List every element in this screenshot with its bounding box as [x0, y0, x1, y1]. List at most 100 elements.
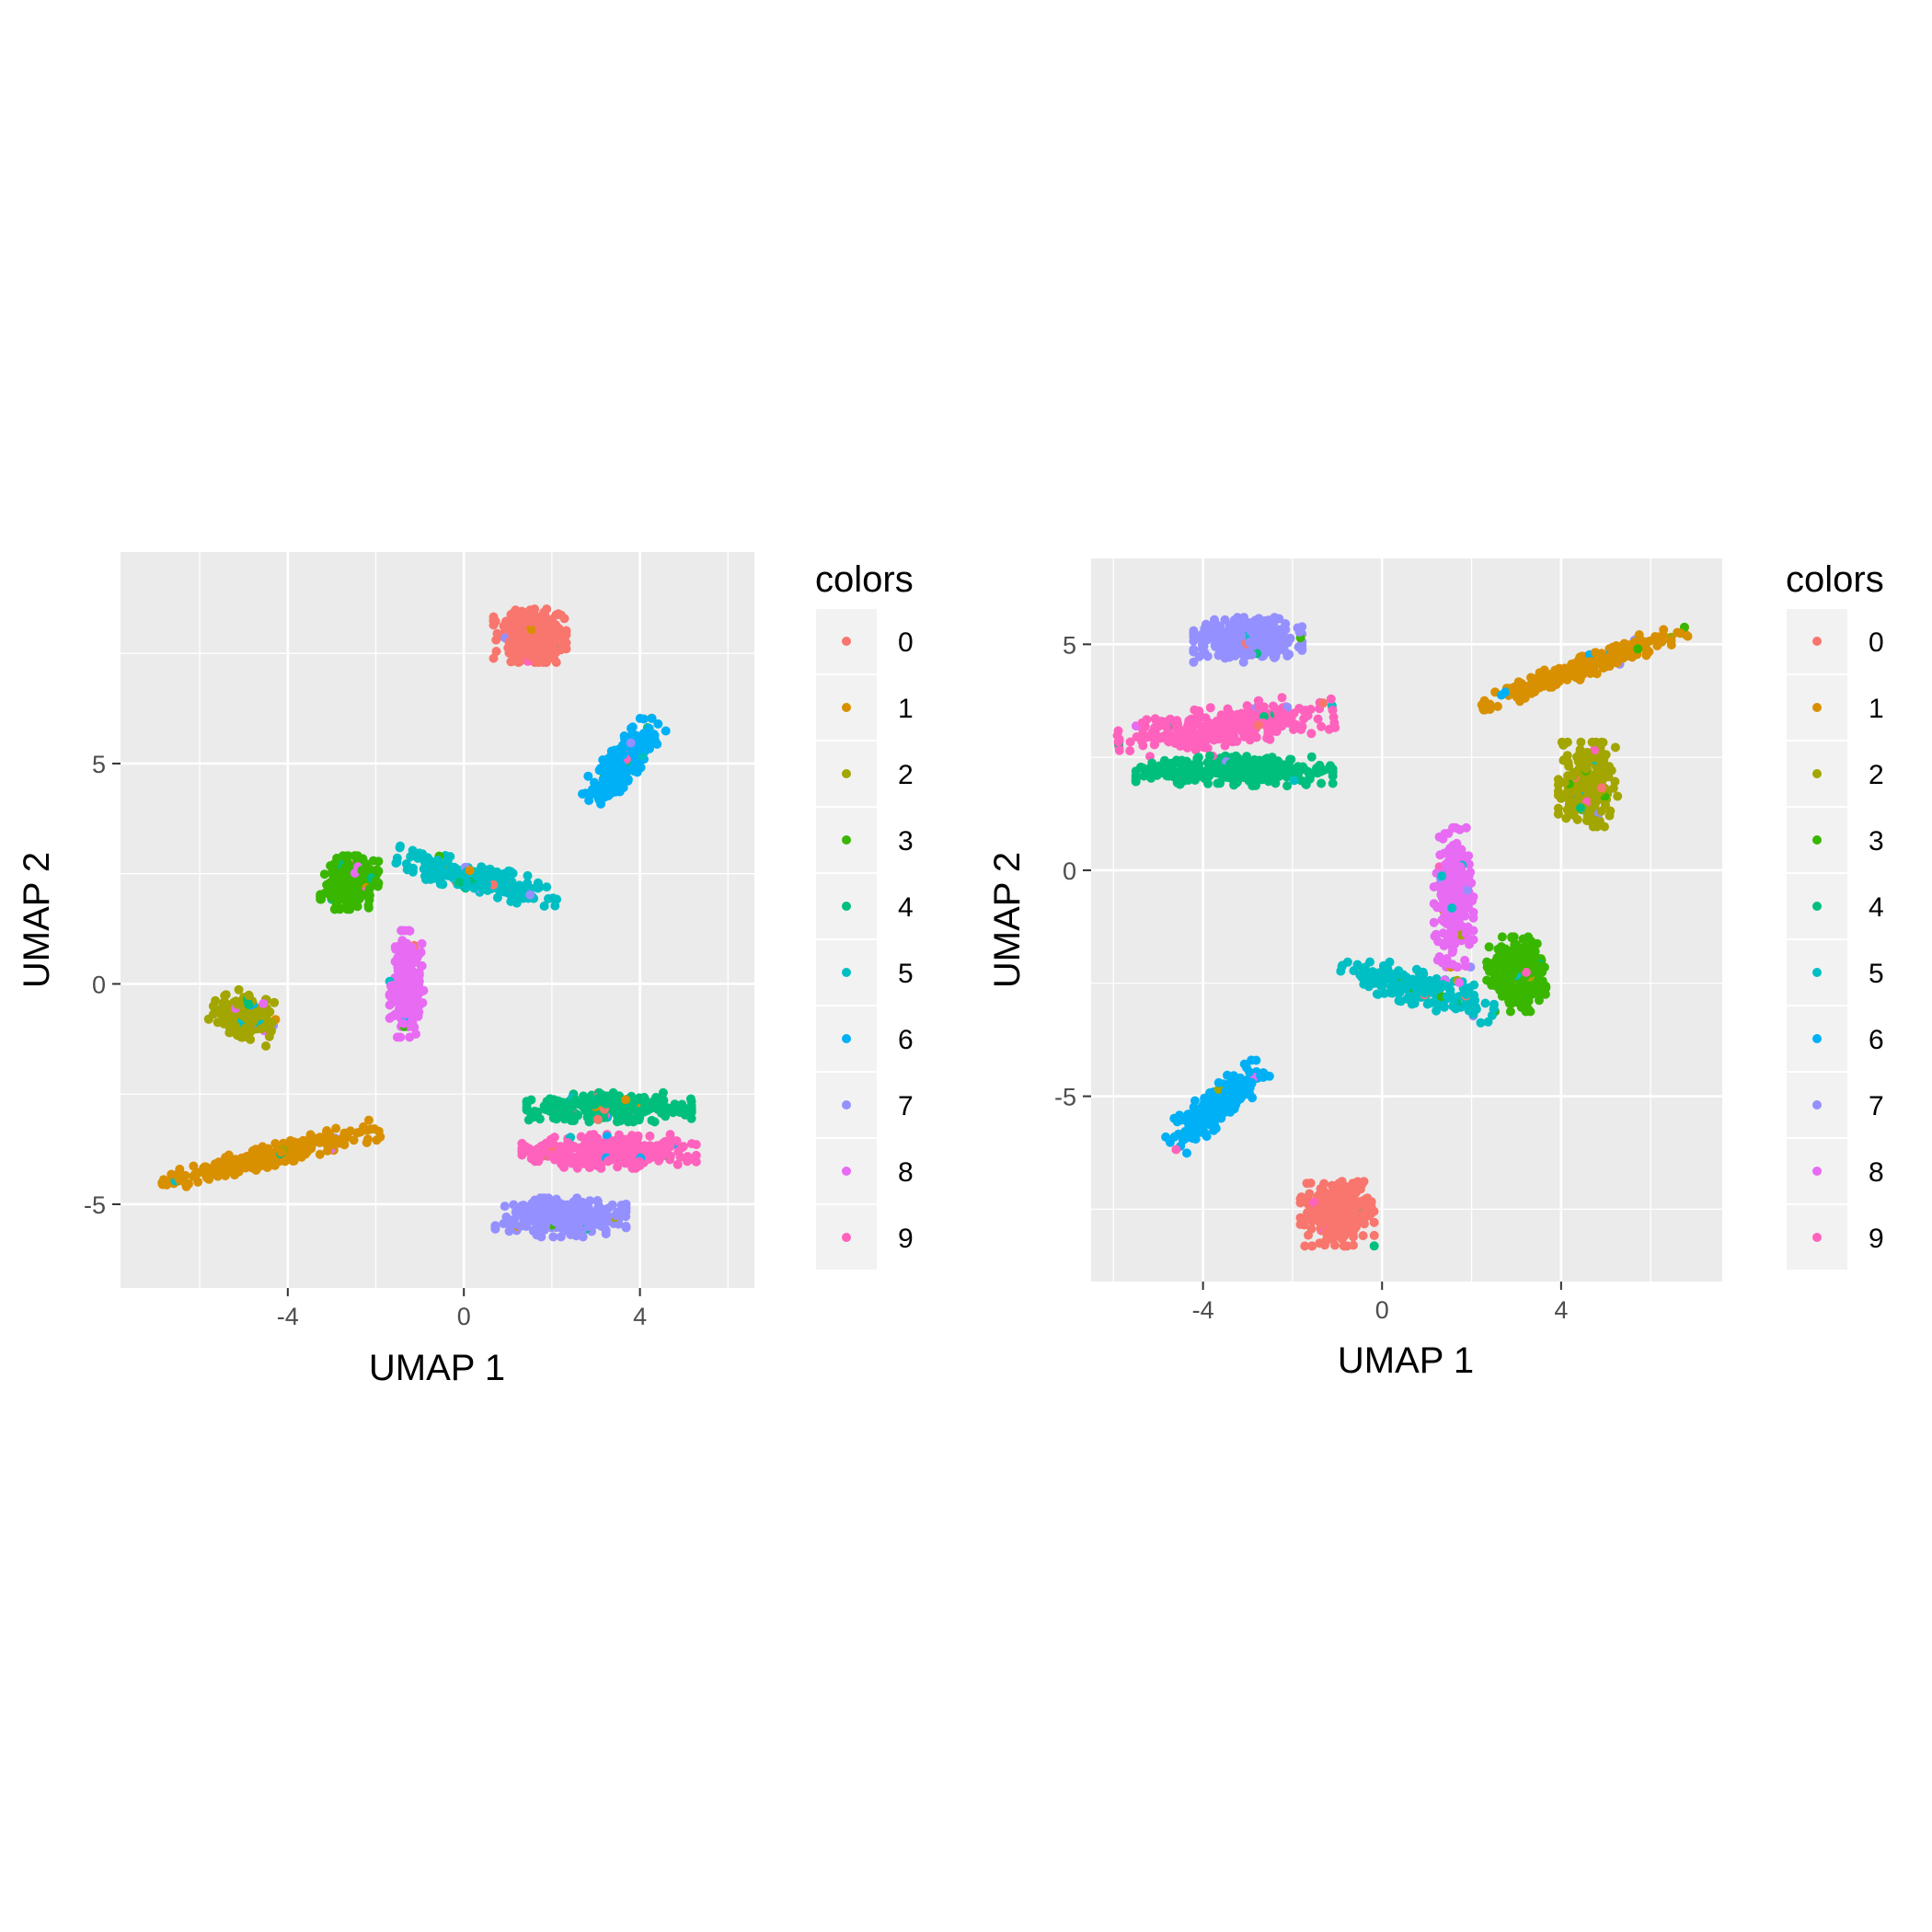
data-point [1358, 1231, 1368, 1241]
data-point [1162, 771, 1172, 781]
data-point [635, 713, 645, 723]
data-point [632, 1137, 642, 1147]
data-point [539, 901, 549, 911]
data-point [526, 1095, 536, 1105]
left-legend-label: 9 [898, 1224, 914, 1254]
data-point [626, 738, 636, 748]
legend-key-dot [842, 703, 851, 712]
data-point [1460, 955, 1470, 965]
data-point [1297, 645, 1307, 655]
data-point [519, 609, 529, 618]
data-point [1161, 1132, 1171, 1142]
data-point [617, 1143, 627, 1153]
data-point [675, 1152, 685, 1162]
data-point [339, 1128, 350, 1138]
data-point [1561, 813, 1571, 823]
legend-key-dot [842, 835, 851, 845]
legend-key-dot [842, 637, 851, 646]
data-point [530, 1210, 540, 1220]
data-point [233, 999, 243, 1009]
data-point [545, 1102, 555, 1112]
data-point [1320, 1240, 1329, 1250]
data-point [257, 1024, 267, 1034]
data-point [364, 884, 374, 893]
left-xtick-label: 4 [633, 1303, 647, 1330]
data-point [363, 1115, 374, 1125]
data-point [647, 1115, 657, 1125]
data-point [1394, 995, 1404, 1006]
data-point [1590, 797, 1600, 807]
data-point [209, 1001, 218, 1011]
data-point [244, 999, 254, 1009]
data-point [1242, 701, 1252, 711]
data-point [1326, 694, 1336, 704]
data-point [1468, 913, 1478, 923]
data-point [527, 1198, 537, 1208]
data-point [1318, 698, 1328, 708]
data-point [1613, 791, 1623, 801]
data-point [553, 1096, 563, 1106]
left-legend-label: 1 [898, 694, 914, 724]
data-point [607, 1200, 617, 1210]
data-point [352, 1128, 362, 1138]
data-point [519, 1216, 529, 1226]
data-point [352, 902, 362, 912]
data-point [266, 1152, 276, 1162]
data-point [1505, 1006, 1515, 1017]
data-point [1138, 763, 1148, 773]
data-point [1113, 726, 1123, 736]
data-point [650, 736, 661, 746]
data-point [631, 1163, 640, 1173]
data-point [407, 942, 417, 952]
data-point [604, 1156, 613, 1167]
data-point [691, 1140, 701, 1150]
data-point [237, 1032, 247, 1042]
data-point [281, 1156, 290, 1167]
left-xtick-label: -4 [277, 1303, 299, 1330]
data-point [221, 998, 230, 1007]
data-point [400, 926, 410, 936]
data-point [247, 1146, 258, 1156]
legend-key-dot [842, 1233, 851, 1242]
data-point [614, 1130, 624, 1140]
data-point [554, 624, 564, 633]
data-point [581, 788, 591, 799]
data-point [174, 1175, 184, 1184]
data-point [525, 616, 535, 627]
data-point [335, 890, 345, 900]
data-point [509, 656, 519, 666]
data-point [246, 1015, 256, 1024]
data-point [512, 616, 522, 627]
data-point [1451, 1004, 1461, 1014]
data-point [390, 942, 400, 952]
data-point [357, 866, 367, 876]
data-point [561, 630, 571, 640]
left-ytick-label: -5 [84, 1191, 106, 1219]
data-point [454, 878, 465, 888]
data-point [548, 1113, 558, 1123]
data-point [592, 1114, 603, 1124]
data-point [596, 1095, 606, 1104]
data-point [638, 1104, 649, 1114]
data-point [432, 855, 443, 865]
data-point [1277, 693, 1287, 703]
data-point [595, 1142, 605, 1152]
data-point [408, 867, 418, 877]
data-point [515, 883, 525, 893]
data-point [489, 653, 499, 663]
data-point [1604, 811, 1615, 821]
data-point [296, 1146, 306, 1156]
data-point [686, 1106, 696, 1116]
data-point [385, 1000, 395, 1010]
data-point [621, 1110, 631, 1121]
data-point [352, 883, 362, 893]
data-point [539, 1193, 549, 1203]
data-point [498, 870, 508, 880]
data-point [542, 882, 552, 892]
data-point [1429, 917, 1439, 927]
data-point [254, 1162, 264, 1172]
data-point [244, 991, 254, 1001]
data-point [546, 1139, 557, 1149]
left-y-axis-title: UMAP 2 [17, 852, 57, 988]
data-point [339, 869, 350, 880]
